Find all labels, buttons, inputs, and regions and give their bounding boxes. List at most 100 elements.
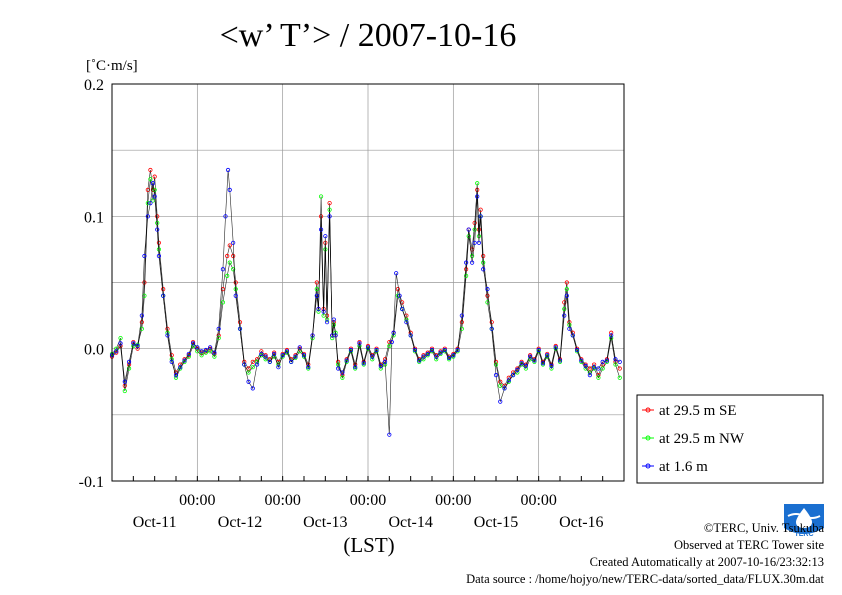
data-point <box>289 357 294 362</box>
data-point <box>199 349 204 354</box>
data-point <box>489 320 494 325</box>
data-point <box>348 347 354 353</box>
data-point <box>613 362 618 367</box>
data-point <box>161 287 166 292</box>
data-point <box>391 330 396 335</box>
data-point <box>165 333 170 338</box>
x-tick-date-label: Oct-13 <box>303 514 347 531</box>
data-point <box>250 386 255 391</box>
legend-swatch-marker <box>645 407 651 413</box>
data-point <box>155 220 160 226</box>
y-tick-label: -0.1 <box>79 474 104 491</box>
data-point <box>231 267 236 272</box>
data-point <box>148 201 153 206</box>
data-point <box>227 243 232 248</box>
data-point <box>316 309 321 314</box>
data-point <box>408 333 413 338</box>
data-point <box>470 260 475 265</box>
data-point <box>340 375 345 380</box>
x-tick-time-label: 00:00 <box>435 492 471 509</box>
data-point <box>195 345 200 350</box>
data-point <box>254 359 260 364</box>
data-point <box>169 353 174 358</box>
data-point <box>227 260 232 265</box>
data-point <box>203 349 208 354</box>
data-point <box>190 343 196 349</box>
data-point <box>297 345 302 350</box>
x-tick-time-label: 00:00 <box>520 492 556 509</box>
data-point <box>510 373 516 378</box>
data-point <box>310 333 315 338</box>
data-point <box>148 167 153 173</box>
data-point <box>545 353 550 358</box>
data-point <box>231 253 236 259</box>
data-point <box>126 359 132 364</box>
data-point <box>231 240 236 245</box>
data-point <box>276 365 281 370</box>
data-point <box>336 366 341 371</box>
data-point <box>562 306 567 312</box>
data-point <box>145 214 150 219</box>
data-point <box>617 375 622 380</box>
legend-label: at 1.6 m <box>659 459 708 475</box>
data-point <box>233 293 238 298</box>
data-point <box>536 347 541 353</box>
data-point <box>587 373 592 378</box>
data-point <box>485 293 490 298</box>
data-point <box>506 375 511 380</box>
y-axis-label: [˚C·m/s] <box>86 58 138 74</box>
series-line <box>111 179 620 392</box>
data-point <box>434 357 439 362</box>
data-point <box>361 361 366 366</box>
data-point <box>139 320 144 325</box>
data-point <box>152 194 157 199</box>
data-point <box>434 354 439 359</box>
x-tick-date-label: Oct-12 <box>218 514 262 531</box>
series-2 <box>109 177 622 394</box>
series-line <box>111 169 620 435</box>
data-point <box>263 354 268 359</box>
data-point <box>314 280 319 285</box>
data-point <box>318 227 324 232</box>
data-point <box>330 335 335 341</box>
data-point <box>498 399 503 404</box>
data-point <box>519 361 524 366</box>
data-point <box>122 388 127 394</box>
data-point <box>169 359 174 364</box>
data-point <box>118 341 123 346</box>
data-point <box>574 347 580 353</box>
data-point <box>173 375 179 380</box>
y-tick-label: 0.1 <box>84 209 104 226</box>
data-point <box>267 359 272 364</box>
data-point <box>118 335 123 341</box>
data-point <box>485 287 490 292</box>
data-point <box>203 350 208 355</box>
data-point <box>237 326 243 331</box>
data-point <box>478 207 483 212</box>
data-point <box>195 349 200 354</box>
data-point <box>314 287 319 292</box>
legend-swatch-marker <box>645 435 651 441</box>
data-point <box>421 354 426 359</box>
x-tick-date-label: Oct-11 <box>133 514 177 531</box>
data-point <box>587 366 592 371</box>
data-point <box>150 181 156 186</box>
data-point <box>321 309 326 314</box>
data-point <box>225 253 230 259</box>
x-tick-time-label: 00:00 <box>179 492 215 509</box>
data-point <box>284 349 290 354</box>
data-point <box>223 214 228 219</box>
data-point <box>353 365 358 370</box>
data-point <box>145 201 150 206</box>
grid-lines <box>112 84 624 481</box>
series-3 <box>109 167 622 437</box>
data-point <box>387 343 392 349</box>
data-point <box>446 355 452 361</box>
data-point <box>493 362 499 367</box>
data-point <box>333 333 338 338</box>
x-tick-date-label: Oct-16 <box>559 514 603 531</box>
data-point <box>237 320 243 325</box>
x-tick-time-label: 00:00 <box>264 492 300 509</box>
legend: at 29.5 m SE at 29.5 m NW at 1.6 m <box>636 394 824 484</box>
